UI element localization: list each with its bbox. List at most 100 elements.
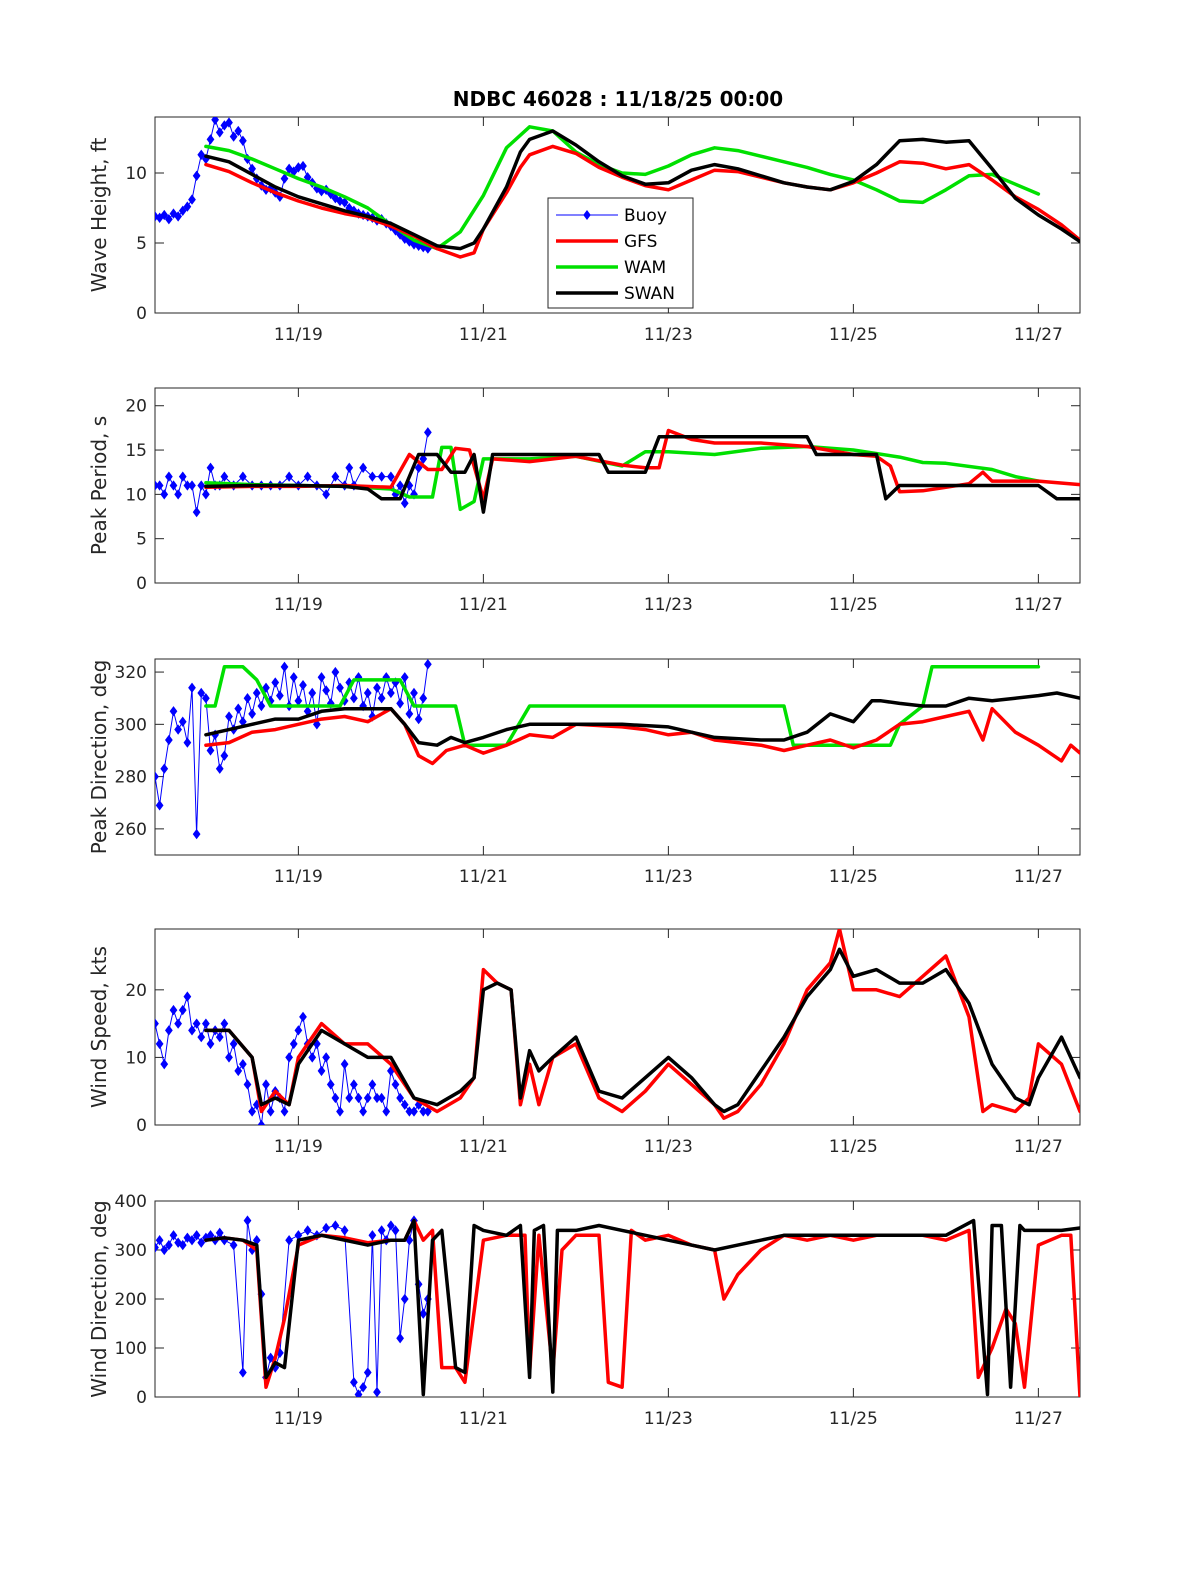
x-tick-label: 11/21 [459, 325, 508, 345]
legend-label-gfs: GFS [624, 232, 657, 252]
buoy-marker [350, 1377, 358, 1388]
x-tick-label: 11/25 [829, 325, 878, 345]
buoy-marker [220, 750, 229, 761]
buoy-marker [165, 734, 173, 746]
y-tick-label: 15 [125, 441, 147, 461]
buoy-marker [276, 690, 284, 701]
buoy-marker [243, 1215, 252, 1226]
y-tick-label: 0 [136, 1388, 147, 1408]
buoy-marker [169, 706, 178, 717]
buoy-marker [220, 1018, 229, 1029]
legend-marker-buoy [583, 210, 591, 220]
buoy-marker [340, 197, 349, 208]
buoy-marker [248, 1106, 256, 1117]
buoy-marker [285, 471, 293, 482]
series-line-gfs [204, 1218, 1080, 1397]
buoy-marker [155, 771, 159, 782]
buoy-marker [387, 687, 395, 699]
buoy-marker [373, 682, 381, 693]
buoy-marker [331, 471, 340, 482]
buoy-marker [155, 1242, 159, 1253]
buoy-marker [262, 1079, 270, 1090]
series-line-swan [204, 435, 1080, 514]
buoy-marker [174, 211, 182, 222]
chart-title: NDBC 46028 : 11/18/25 00:00 [453, 87, 783, 111]
buoy-marker [424, 659, 432, 670]
buoy-marker [206, 1038, 215, 1050]
buoy-marker [400, 672, 409, 683]
buoy-marker [354, 1092, 363, 1104]
y-tick-label: 200 [115, 1290, 147, 1310]
buoy-marker [331, 1220, 340, 1231]
buoy-marker [280, 661, 289, 673]
buoy-marker [410, 1106, 418, 1117]
buoy-marker [155, 800, 164, 811]
buoy-marker [377, 1225, 386, 1236]
x-tick-label: 11/21 [459, 595, 508, 615]
buoy-marker [340, 1225, 349, 1236]
buoy-marker [424, 427, 432, 438]
x-tick-label: 11/23 [644, 1409, 693, 1429]
buoy-marker [160, 763, 169, 774]
buoy-marker [373, 1386, 381, 1397]
buoy-marker [285, 1235, 293, 1246]
buoy-marker [155, 480, 164, 491]
y-tick-label: 300 [115, 1241, 147, 1261]
buoy-marker [188, 480, 196, 491]
buoy-marker [340, 1059, 349, 1070]
buoy-marker [206, 134, 215, 145]
x-tick-label: 11/19 [274, 1137, 323, 1157]
buoy-marker [368, 1230, 377, 1241]
buoy-marker [257, 700, 266, 712]
buoy-marker [178, 1239, 187, 1251]
buoy-marker [239, 471, 247, 482]
axes-box-wind-speed [154, 928, 1081, 1126]
buoy-marker [225, 117, 233, 128]
y-tick-label: 0 [136, 574, 147, 594]
buoy-marker [363, 1092, 372, 1104]
buoy-marker [239, 135, 247, 146]
buoy-marker [350, 1079, 358, 1090]
buoy-marker [289, 672, 298, 683]
buoy-marker [215, 127, 224, 138]
x-tick-label: 11/23 [644, 325, 693, 345]
buoy-marker [183, 991, 192, 1002]
buoy-marker [178, 716, 187, 727]
buoy-marker [188, 682, 196, 693]
buoy-marker [202, 693, 210, 704]
buoy-marker [410, 687, 418, 699]
x-tick-label: 11/21 [459, 867, 508, 887]
buoy-marker [414, 713, 423, 725]
buoy-marker [192, 506, 201, 518]
buoy-marker [326, 1079, 335, 1090]
buoy-marker [317, 1065, 326, 1077]
buoy-marker [377, 471, 386, 482]
y-tick-label: 10 [125, 485, 147, 505]
y-tick-label: 100 [115, 1339, 147, 1359]
buoy-marker [202, 489, 210, 500]
y-tick-label: 10 [125, 1048, 147, 1068]
buoy-marker [257, 1119, 266, 1125]
buoy-marker [331, 666, 340, 678]
buoy-marker [396, 1333, 404, 1344]
buoy-marker [178, 205, 187, 216]
buoy-marker [229, 1038, 238, 1050]
y-tick-label: 0 [136, 304, 147, 324]
axes-box-peak-direction [154, 658, 1081, 856]
panel-peak-direction: 11/19 11/21 11/23 11/25 11/27 260 280 300 320Pea… [87, 658, 1081, 887]
x-tick-label: 11/19 [274, 595, 323, 615]
y-tick-label: 400 [115, 1192, 147, 1212]
buoy-marker [160, 1059, 169, 1070]
buoy-marker [359, 1106, 367, 1117]
buoy-marker [183, 201, 192, 212]
buoy-marker [336, 682, 344, 693]
buoy-marker [303, 1225, 312, 1236]
buoy-marker [368, 1079, 377, 1090]
series-line-swan [204, 691, 1080, 747]
buoy-marker [322, 1052, 330, 1063]
buoy-marker [160, 1244, 169, 1256]
buoy-marker [317, 672, 326, 683]
legend-label-buoy: Buoy [624, 206, 667, 226]
buoy-marker [234, 703, 243, 714]
